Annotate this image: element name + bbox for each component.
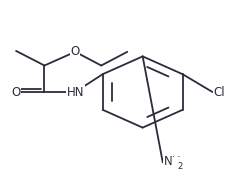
- Text: 2: 2: [178, 162, 183, 171]
- Text: Cl: Cl: [214, 86, 225, 98]
- Text: NH: NH: [164, 155, 181, 168]
- Text: O: O: [11, 86, 21, 98]
- Text: O: O: [71, 45, 80, 58]
- Text: HN: HN: [66, 86, 84, 98]
